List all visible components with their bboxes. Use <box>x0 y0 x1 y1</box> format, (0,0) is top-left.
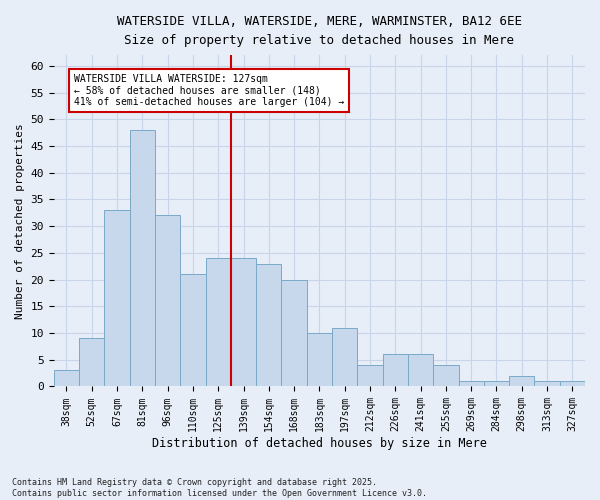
Bar <box>54 370 79 386</box>
Bar <box>155 216 180 386</box>
Bar <box>79 338 104 386</box>
Bar <box>560 381 585 386</box>
Bar <box>484 381 509 386</box>
Bar <box>104 210 130 386</box>
Bar <box>332 328 358 386</box>
Bar <box>458 381 484 386</box>
Bar <box>307 333 332 386</box>
Bar <box>281 280 307 386</box>
Bar <box>206 258 231 386</box>
Bar <box>256 264 281 386</box>
Text: Contains HM Land Registry data © Crown copyright and database right 2025.
Contai: Contains HM Land Registry data © Crown c… <box>12 478 427 498</box>
Bar <box>358 365 383 386</box>
Bar <box>130 130 155 386</box>
Bar <box>383 354 408 386</box>
Bar <box>433 365 458 386</box>
Text: WATERSIDE VILLA WATERSIDE: 127sqm
← 58% of detached houses are smaller (148)
41%: WATERSIDE VILLA WATERSIDE: 127sqm ← 58% … <box>74 74 344 107</box>
Bar <box>535 381 560 386</box>
Bar <box>231 258 256 386</box>
Bar <box>509 376 535 386</box>
Title: WATERSIDE VILLA, WATERSIDE, MERE, WARMINSTER, BA12 6EE
Size of property relative: WATERSIDE VILLA, WATERSIDE, MERE, WARMIN… <box>117 15 522 47</box>
Y-axis label: Number of detached properties: Number of detached properties <box>15 123 25 318</box>
Bar <box>180 274 206 386</box>
X-axis label: Distribution of detached houses by size in Mere: Distribution of detached houses by size … <box>152 437 487 450</box>
Bar <box>408 354 433 386</box>
